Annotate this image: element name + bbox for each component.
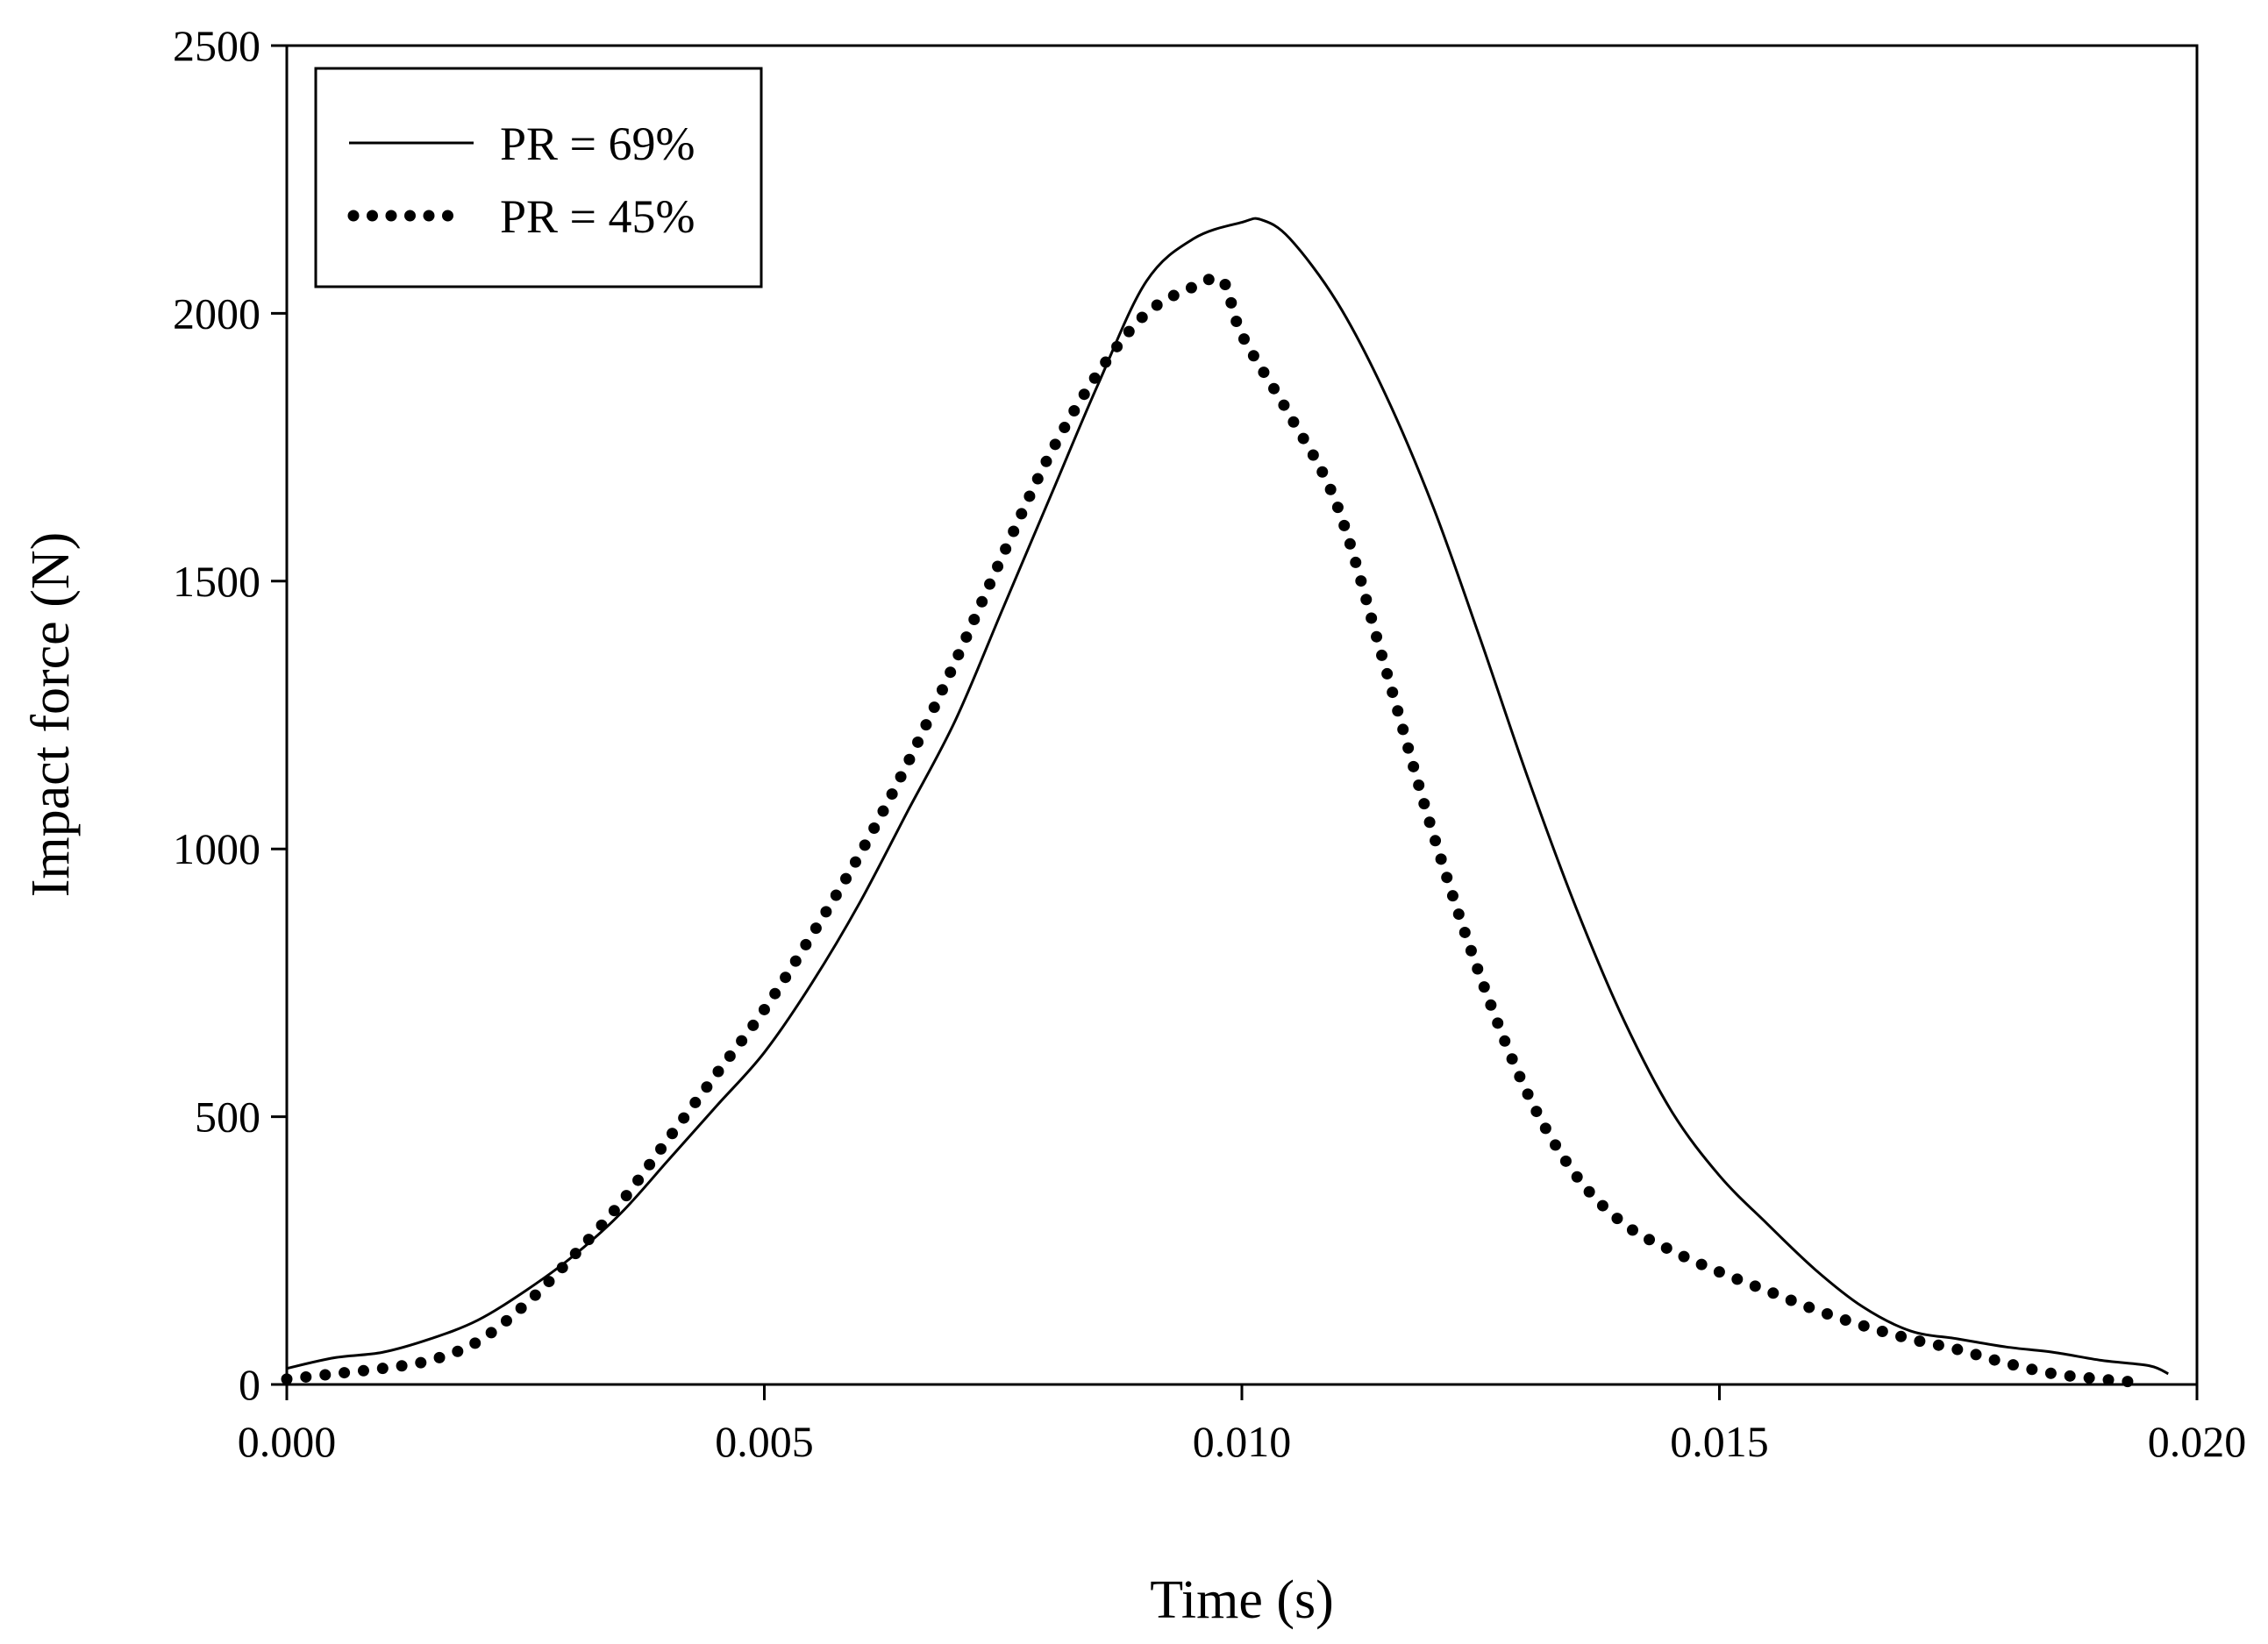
legend: PR = 69% PR = 45% — [314, 67, 763, 288]
series-line-pr69 — [286, 217, 2169, 1376]
legend-label-pr45: PR = 45% — [500, 190, 695, 243]
x-axis: 0.000 0.005 0.010 0.015 0.020 — [238, 1384, 2247, 1466]
x-axis-title: Time (s) — [1150, 1570, 1334, 1630]
y-tick-label: 2500 — [173, 21, 260, 70]
series-layer — [281, 217, 2169, 1388]
x-tick-label: 0.010 — [1193, 1417, 1292, 1466]
y-tick-label: 500 — [195, 1092, 260, 1142]
x-tick-label: 0.005 — [715, 1417, 814, 1466]
y-tick-label: 1500 — [173, 557, 260, 606]
y-tick-label: 0 — [239, 1360, 260, 1409]
y-tick-label: 1000 — [173, 824, 260, 873]
y-axis: 0 500 1000 1500 2000 2500 — [173, 21, 287, 1409]
y-axis-title: Impact force (N) — [21, 532, 81, 898]
legend-box — [314, 67, 763, 288]
y-tick-label: 2000 — [173, 288, 260, 338]
x-tick-label: 0.000 — [238, 1417, 337, 1466]
x-tick-label: 0.015 — [1670, 1417, 1769, 1466]
legend-label-pr69: PR = 69% — [500, 117, 695, 170]
series-line-pr45 — [281, 272, 2136, 1388]
x-tick-label: 0.020 — [2148, 1417, 2247, 1466]
